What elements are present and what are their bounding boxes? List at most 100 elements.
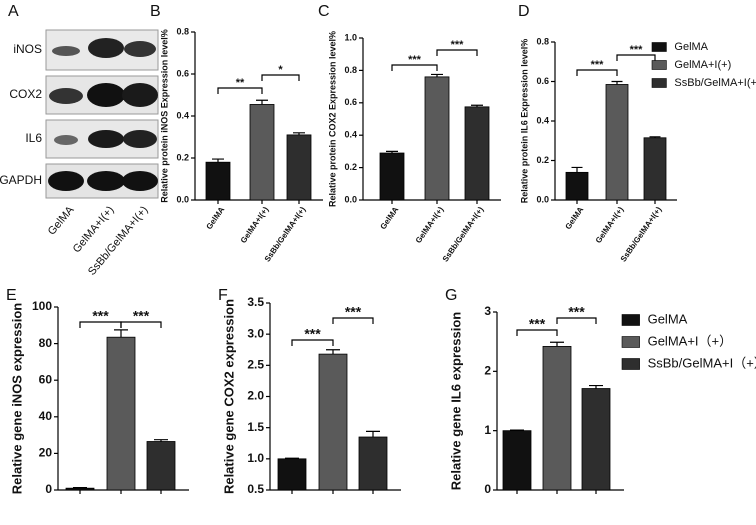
band [88,38,124,58]
significance-label: *** [408,54,422,66]
y-tick-label: 2 [484,364,491,378]
x-tick-label: GelMA [378,205,400,231]
error-bar [589,384,603,389]
band [123,130,157,148]
error-bar [471,104,483,107]
y-tick-label: 0.2 [536,155,549,165]
blot-row-label: COX2 [9,87,42,101]
band [48,171,84,191]
error-bar [154,439,168,442]
legend-label: GelMA [648,311,688,326]
y-tick-label: 2.5 [247,358,264,372]
band [124,41,156,57]
significance-label: *** [133,308,150,324]
y-axis-label: Relative gene COX2 expression [221,299,236,494]
y-tick-label: 1.5 [247,420,264,434]
y-tick-label: 2.0 [247,389,264,403]
legend-swatch [621,336,640,348]
y-tick-label: 3 [484,304,491,318]
significance-bracket [332,317,374,324]
error-bar [611,80,623,85]
y-tick-label: 0.2 [344,162,357,172]
bar [106,336,136,491]
bar [581,388,611,491]
band [52,46,80,56]
significance-label: *** [451,39,465,51]
panel-label: F [218,287,228,304]
significance-bracket [217,87,263,94]
panel-label: C [318,3,330,20]
x-tick-label: GelMA+I(+) [414,205,446,245]
bar [565,171,589,201]
bar [286,134,312,201]
x-tick-label: GelMA [563,205,585,231]
y-tick-label: 0.4 [176,110,189,120]
y-tick-label: 0 [484,482,491,496]
band [54,135,78,145]
y-tick-label: 3.5 [247,295,264,309]
band [87,171,125,191]
significance-label: *** [630,44,644,56]
panel-label: B [150,3,161,20]
band [122,83,158,107]
legend-swatch [651,42,667,52]
blot-lane-label: GelMA [46,204,77,238]
error-bar [550,341,564,347]
y-tick-label: 100 [32,299,52,313]
y-tick-label: 0.4 [344,130,357,140]
y-tick-label: 80 [39,336,53,350]
y-tick-label: 0.0 [176,194,189,204]
y-axis-label: Relative protein iNOS Expression level% [159,29,169,203]
bar [502,430,532,491]
blot-row-label: IL6 [25,131,42,145]
significance-label: *** [304,326,321,342]
band [88,130,124,148]
legend-label: GelMA+I（+） [648,333,733,348]
significance-bracket [556,317,597,324]
western-blot: A iNOS COX2 IL6 GAPDH GelMA GelMA+I(+) S… [0,3,159,278]
y-tick-label: 0.8 [536,36,549,46]
panel-label: D [518,3,530,20]
y-tick-label: 3.0 [247,326,264,340]
x-tick-label: SsBb/GelMA+I(+) [263,205,308,264]
bar [205,161,231,201]
significance-bracket [120,321,162,328]
y-tick-label: 40 [39,409,53,423]
bar [249,104,275,201]
error-bar [571,166,583,173]
legend-label: GelMA [674,41,708,53]
significance-bracket [291,339,334,346]
panel-label: A [8,3,19,20]
legend-label: GelMA+I(+) [674,59,731,71]
y-tick-label: 0.8 [176,26,189,36]
y-tick-label: 0.0 [344,194,357,204]
significance-bracket [391,64,438,71]
bar [379,152,405,201]
significance-label: * [278,64,283,76]
y-axis-label: Relative protein COX2 Expression level% [327,31,337,207]
error-bar [114,329,128,338]
legend-swatch [651,60,667,70]
error-bar [649,136,661,138]
bar [277,458,307,491]
error-bar [285,457,299,459]
significance-bracket [516,329,558,336]
y-tick-label: 60 [39,372,53,386]
significance-label: *** [529,316,546,332]
significance-label: *** [591,59,605,71]
panel-label: E [6,287,17,304]
band [49,88,83,104]
bar [424,76,450,201]
x-tick-label: GelMA+I(+) [594,205,626,245]
y-axis-label: Relative gene IL6 expression [448,312,463,491]
band [87,83,125,107]
y-tick-label: 20 [39,446,53,460]
legend-swatch [621,358,640,370]
significance-label: *** [92,308,109,324]
y-tick-label: 1 [484,423,491,437]
bar [643,137,667,201]
bar [464,106,490,201]
legend-swatch [651,78,667,88]
blot-lane-label: SsBb/GelMA+I(+) [86,204,151,278]
